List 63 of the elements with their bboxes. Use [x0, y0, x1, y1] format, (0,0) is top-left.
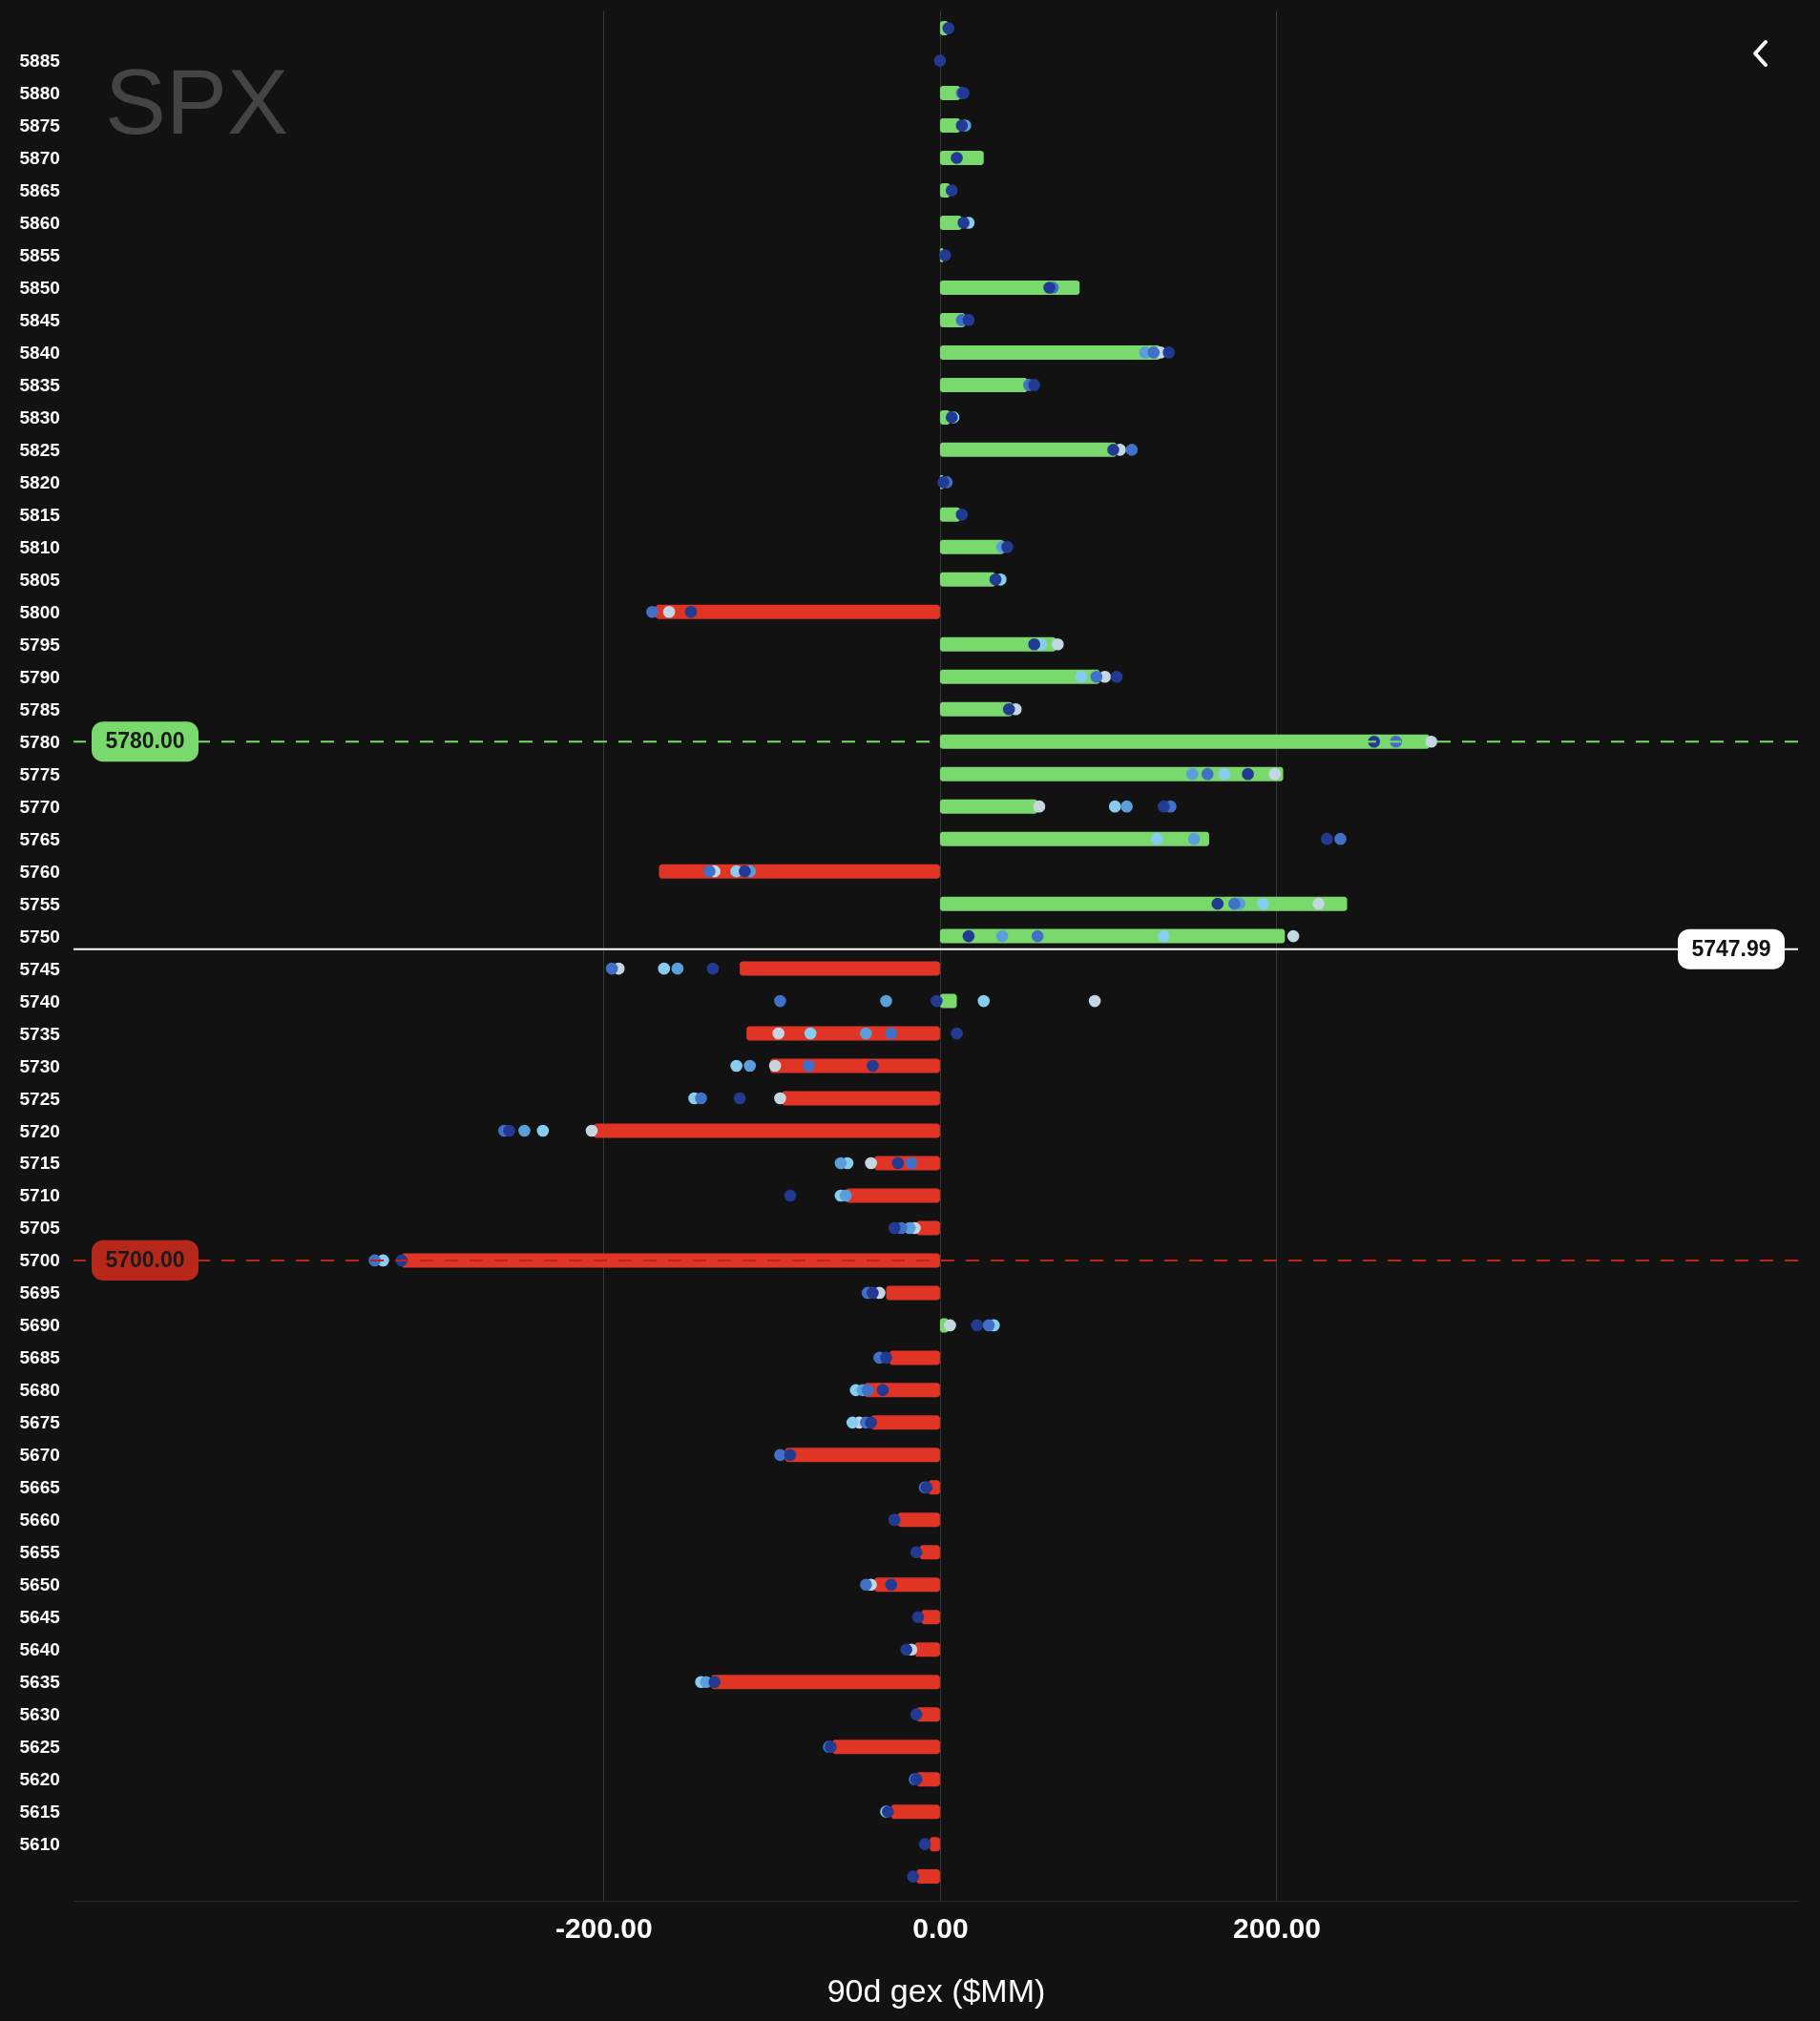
y-tick-label: 5820 — [19, 471, 60, 492]
y-tick-label: 5630 — [19, 1704, 60, 1725]
y-tick-label: 5730 — [19, 1055, 60, 1076]
y-tick-label: 5740 — [19, 990, 60, 1011]
y-tick-label: 5760 — [19, 861, 60, 882]
y-tick-label: 5685 — [19, 1347, 61, 1368]
y-tick-label: 5815 — [19, 504, 61, 525]
x-axis-title: 90d gex ($MM) — [826, 1971, 1046, 2009]
ref-line-label: 5780.00 — [105, 728, 185, 754]
y-tick-label: 5650 — [19, 1574, 60, 1595]
y-tick-label: 5705 — [19, 1218, 61, 1239]
y-tick-label: 5840 — [19, 342, 60, 363]
y-tick-label: 5795 — [19, 634, 61, 655]
y-tick-label: 5885 — [19, 51, 61, 72]
y-tick-label: 5625 — [19, 1737, 61, 1758]
y-tick-label: 5810 — [19, 536, 60, 557]
y-tick-label: 5765 — [19, 828, 61, 849]
y-tick-label: 5850 — [19, 277, 60, 298]
y-tick-label: 5785 — [19, 698, 61, 719]
y-tick-label: 5805 — [19, 569, 61, 590]
y-tick-label: 5620 — [19, 1769, 60, 1790]
y-tick-label: 5675 — [19, 1412, 61, 1433]
y-tick-label: 5640 — [19, 1639, 60, 1660]
y-tick-label: 5770 — [19, 796, 60, 817]
y-tick-label: 5845 — [19, 309, 61, 330]
y-tick-label: 5780 — [19, 731, 60, 752]
ref-line-label: 5747.99 — [1691, 935, 1771, 961]
x-tick-label: 200.00 — [1233, 1911, 1321, 1944]
y-tick-label: 5855 — [19, 244, 61, 265]
y-tick-label: 5720 — [19, 1120, 60, 1141]
y-tick-label: 5655 — [19, 1542, 61, 1563]
y-tick-label: 5865 — [19, 180, 61, 201]
y-tick-label: 5645 — [19, 1607, 61, 1628]
y-tick-label: 5700 — [19, 1250, 60, 1271]
y-tick-label: 5775 — [19, 763, 61, 784]
y-tick-label: 5870 — [19, 148, 60, 169]
y-tick-label: 5790 — [19, 666, 60, 687]
y-tick-label: 5710 — [19, 1185, 60, 1206]
y-tick-label: 5725 — [19, 1088, 61, 1109]
y-tick-label: 5690 — [19, 1315, 60, 1336]
y-tick-label: 5755 — [19, 893, 61, 914]
y-tick-label: 5830 — [19, 406, 60, 427]
x-tick-label: -200.00 — [554, 1911, 653, 1944]
y-tick-label: 5750 — [19, 926, 60, 947]
y-tick-label: 5880 — [19, 83, 60, 104]
y-tick-label: 5670 — [19, 1445, 60, 1466]
y-tick-label: 5615 — [19, 1802, 61, 1823]
y-tick-label: 5695 — [19, 1282, 61, 1303]
y-tick-label: 5800 — [19, 601, 60, 622]
y-tick-label: 5610 — [19, 1834, 60, 1855]
ref-line-label: 5700.00 — [105, 1246, 185, 1272]
y-tick-label: 5665 — [19, 1477, 61, 1498]
y-tick-label: 5660 — [19, 1510, 60, 1531]
y-tick-label: 5715 — [19, 1153, 61, 1174]
y-tick-label: 5835 — [19, 374, 61, 395]
y-tick-label: 5875 — [19, 115, 61, 136]
y-tick-label: 5745 — [19, 958, 61, 979]
x-tick-label: 0.00 — [912, 1911, 969, 1944]
y-tick-label: 5735 — [19, 1023, 61, 1044]
y-tick-label: 5680 — [19, 1380, 60, 1401]
y-tick-label: 5825 — [19, 439, 61, 460]
y-tick-label: 5860 — [19, 212, 60, 233]
y-tick-label: 5635 — [19, 1672, 61, 1693]
